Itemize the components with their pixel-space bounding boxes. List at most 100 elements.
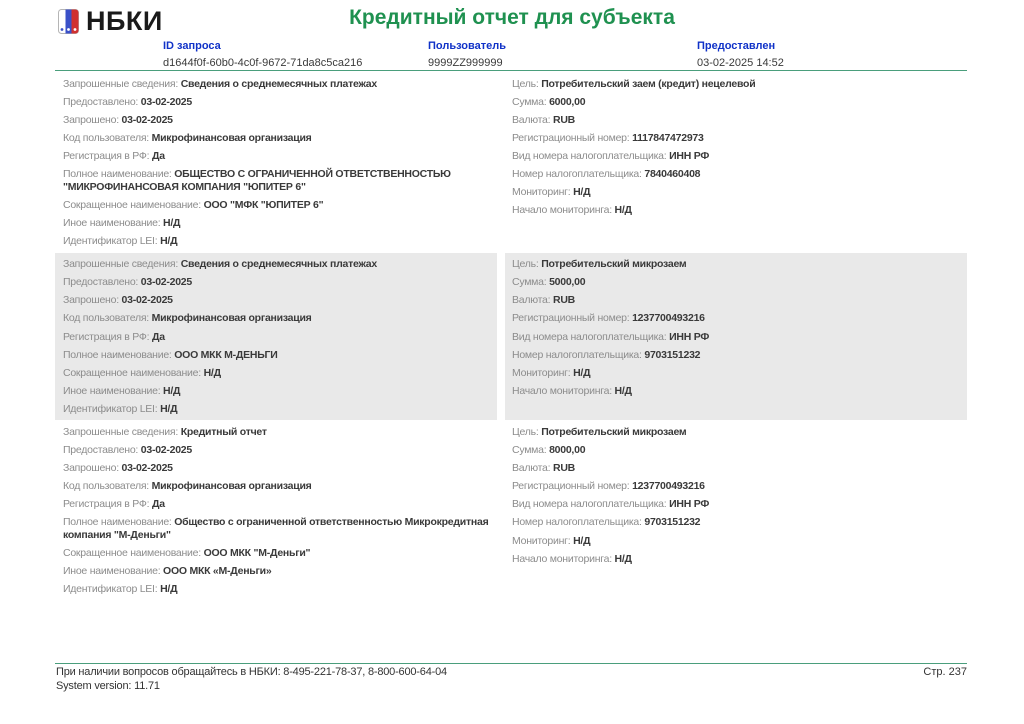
field-label: Начало мониторинга: — [512, 552, 615, 565]
field-label: Идентификатор LEI: — [63, 402, 161, 415]
field-label: Мониторинг: — [512, 186, 574, 199]
field-value: ООО МКК "М-Деньги" — [203, 547, 311, 560]
field-value: Сведения о среднемесячных платежах — [180, 258, 378, 271]
meta-provided-label: Предоставлен — [697, 40, 776, 52]
field-row: Сумма: 5000,00 — [512, 273, 963, 291]
field-row: Начало мониторинга: Н/Д — [512, 202, 963, 220]
field-row: Иное наименование: Н/Д — [63, 214, 493, 232]
header-divider — [55, 70, 967, 71]
field-row: Регистрация в РФ: Да — [63, 496, 493, 514]
field-row: Номер налогоплательщика: 7840460408 — [512, 165, 963, 183]
field-row: Регистрация в РФ: Да — [63, 147, 493, 165]
block-2-right-column: Цель: Потребительский микрозаем Сумма: 50… — [505, 253, 967, 421]
field-label: Сумма: — [512, 276, 550, 289]
field-row: Валюта: RUB — [512, 459, 963, 477]
field-label: Сокращенное наименование: — [63, 547, 204, 560]
field-row: Номер налогоплательщика: 9703151232 — [512, 514, 963, 532]
field-row: Вид номера налогоплательщика: ИНН РФ — [512, 496, 963, 514]
field-value: 1237700493216 — [632, 312, 705, 325]
field-value: RUB — [552, 294, 575, 307]
field-value: Микрофинансовая организация — [151, 312, 312, 325]
report-block-3: Запрошенные сведения: Кредитный отчет Пре… — [55, 421, 967, 600]
field-value: ООО МКК М-ДЕНЬГИ — [174, 348, 278, 361]
field-row: Начало мониторинга: Н/Д — [512, 550, 963, 568]
field-row: Запрошено: 03-02-2025 — [63, 111, 493, 129]
nbki-flag-card-icon — [58, 9, 79, 34]
field-row: Код пользователя: Микрофинансовая органи… — [63, 129, 493, 147]
field-label: Полное наименование: — [63, 348, 175, 361]
field-row: Регистрационный номер: 1117847472973 — [512, 129, 963, 147]
block-1-left-column: Запрошенные сведения: Сведения о среднем… — [55, 73, 497, 252]
field-row: Запрошенные сведения: Кредитный отчет — [63, 423, 493, 441]
field-value: Да — [152, 150, 165, 163]
field-label: Регистрационный номер: — [512, 132, 633, 145]
field-value: Да — [152, 330, 165, 343]
field-value: 9703151232 — [644, 348, 701, 361]
block-2-left-column: Запрошенные сведения: Сведения о среднем… — [55, 253, 497, 421]
field-value: Потребительский заем (кредит) нецелевой — [541, 77, 756, 90]
field-label: Номер налогоплательщика: — [512, 516, 645, 529]
field-row: Запрошенные сведения: Сведения о среднем… — [63, 75, 493, 93]
field-label: Полное наименование: — [63, 516, 175, 529]
field-value: 7840460408 — [644, 168, 701, 181]
field-row: Предоставлено: 03-02-2025 — [63, 441, 493, 459]
field-label: Цель: — [512, 77, 542, 90]
field-label: Запрошено: — [63, 294, 122, 307]
field-value: 9703151232 — [644, 516, 701, 529]
field-label: Валюта: — [512, 294, 553, 307]
field-label: Регистрационный номер: — [512, 312, 633, 325]
field-row: Идентификатор LEI: Н/Д — [63, 232, 493, 250]
field-label: Иное наименование: — [63, 565, 164, 578]
field-value: Н/Д — [614, 552, 632, 565]
field-label: Регистрационный номер: — [512, 480, 633, 493]
field-label: Вид номера налогоплательщика: — [512, 330, 670, 343]
field-value: ООО "МФК "ЮПИТЕР 6" — [203, 198, 324, 211]
field-row: Код пользователя: Микрофинансовая органи… — [63, 477, 493, 495]
field-row: Регистрационный номер: 1237700493216 — [512, 477, 963, 495]
field-row: Полное наименование: ООО МКК М-ДЕНЬГИ — [63, 346, 493, 364]
field-label: Идентификатор LEI: — [63, 583, 161, 596]
field-label: Полное наименование: — [63, 168, 175, 181]
field-value: ООО МКК «М-Деньги» — [163, 565, 272, 578]
field-row: Сумма: 8000,00 — [512, 441, 963, 459]
field-value: 5000,00 — [549, 276, 586, 289]
field-label: Запрошенные сведения: — [63, 258, 181, 271]
meta-request-id-label: ID запроса — [163, 40, 221, 52]
meta-provided-value: 03-02-2025 14:52 — [697, 57, 784, 69]
field-row: Код пользователя: Микрофинансовая органи… — [63, 310, 493, 328]
field-row: Иное наименование: Н/Д — [63, 382, 493, 400]
field-row: Регистрационный номер: 1237700493216 — [512, 310, 963, 328]
field-value: ИНН РФ — [669, 498, 710, 511]
field-value: 03-02-2025 — [121, 462, 173, 475]
footer-page-number: Стр. 237 — [923, 666, 967, 678]
field-row: Сокращенное наименование: Н/Д — [63, 364, 493, 382]
field-row: Мониторинг: Н/Д — [512, 184, 963, 202]
field-value: 1117847472973 — [632, 132, 704, 145]
footer-contact: При наличии вопросов обращайтесь в НБКИ:… — [56, 666, 447, 678]
field-value: 1237700493216 — [632, 480, 705, 493]
field-row: Иное наименование: ООО МКК «М-Деньги» — [63, 562, 493, 580]
field-label: Предоставлено: — [63, 276, 141, 289]
field-value: RUB — [552, 462, 575, 475]
field-row: Цель: Потребительский микрозаем — [512, 255, 963, 273]
field-label: Цель: — [512, 425, 542, 438]
meta-provided: Предоставлен 03-02-2025 14:52 — [697, 40, 784, 70]
block-3-right-column: Цель: Потребительский микрозаем Сумма: 80… — [505, 421, 967, 600]
field-value: Н/Д — [160, 402, 178, 415]
field-label: Регистрация в РФ: — [63, 498, 152, 511]
field-row: Регистрация в РФ: Да — [63, 328, 493, 346]
field-value: Н/Д — [160, 583, 178, 596]
field-label: Номер налогоплательщика: — [512, 168, 645, 181]
field-value: ИНН РФ — [669, 330, 710, 343]
field-label: Запрошено: — [63, 113, 122, 126]
field-label: Идентификатор LEI: — [63, 235, 161, 248]
field-row: Цель: Потребительский микрозаем — [512, 423, 963, 441]
field-row: Вид номера налогоплательщика: ИНН РФ — [512, 328, 963, 346]
field-row: Идентификатор LEI: Н/Д — [63, 580, 493, 598]
report-body: Запрошенные сведения: Сведения о среднем… — [55, 73, 967, 602]
field-value: 8000,00 — [549, 444, 586, 457]
field-label: Мониторинг: — [512, 534, 574, 547]
field-value: Н/Д — [203, 366, 221, 379]
field-row: Запрошенные сведения: Сведения о среднем… — [63, 255, 493, 273]
field-label: Сумма: — [512, 444, 550, 457]
